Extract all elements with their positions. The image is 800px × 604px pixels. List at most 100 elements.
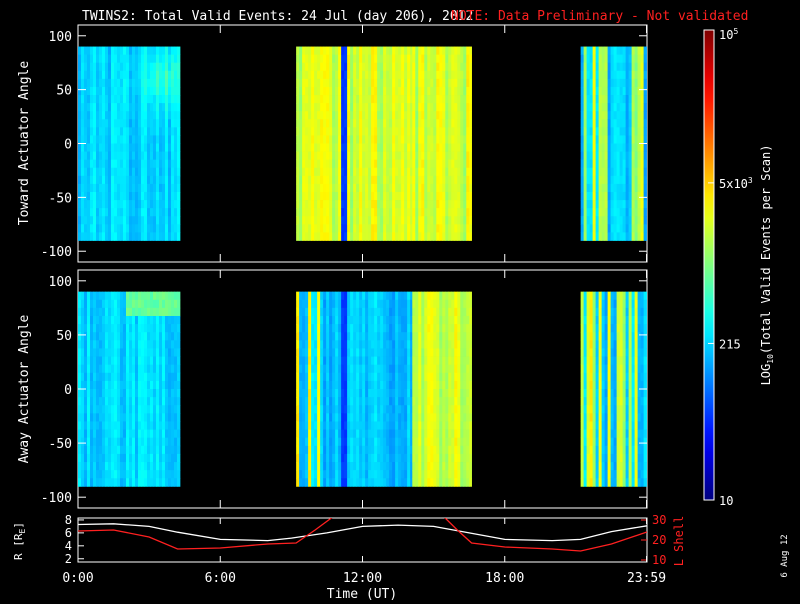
heatmap-cell bbox=[398, 87, 401, 95]
heatmap-cell bbox=[418, 95, 421, 103]
heatmap-cell bbox=[338, 478, 341, 487]
heatmap-cell bbox=[308, 438, 311, 447]
heatmap-cell bbox=[383, 208, 386, 216]
heatmap-cell bbox=[623, 200, 626, 208]
heatmap-cell bbox=[433, 176, 436, 184]
heatmap-cell bbox=[308, 430, 311, 439]
heatmap-cell bbox=[632, 168, 635, 176]
heatmap-cell bbox=[87, 308, 90, 317]
heatmap-cell bbox=[421, 438, 424, 447]
heatmap-cell bbox=[320, 421, 323, 430]
heatmap-cell bbox=[421, 308, 424, 317]
heatmap-cell bbox=[421, 95, 424, 103]
heatmap-cell bbox=[317, 111, 320, 119]
heatmap-cell bbox=[123, 232, 126, 240]
heatmap-cell bbox=[644, 63, 647, 71]
heatmap-cell bbox=[368, 135, 371, 143]
heatmap-cell bbox=[353, 470, 356, 479]
heatmap-cell bbox=[114, 55, 117, 63]
heatmap-cell bbox=[317, 224, 320, 232]
heatmap-cell bbox=[599, 144, 602, 152]
heatmap-cell bbox=[418, 421, 421, 430]
heatmap-cell bbox=[469, 135, 472, 143]
heatmap-cell bbox=[174, 357, 177, 366]
heatmap-cell bbox=[433, 168, 436, 176]
heatmap-cell bbox=[587, 200, 590, 208]
heatmap-cell bbox=[353, 168, 356, 176]
heatmap-cell bbox=[123, 365, 126, 374]
heatmap-cell bbox=[81, 389, 84, 398]
heatmap-cell bbox=[421, 79, 424, 87]
heatmap-cell bbox=[311, 389, 314, 398]
heatmap-cell bbox=[365, 324, 368, 333]
heatmap-cell bbox=[174, 348, 177, 357]
heatmap-cell bbox=[144, 348, 147, 357]
heatmap-cell bbox=[311, 397, 314, 406]
heatmap-cell bbox=[87, 292, 90, 301]
heatmap-cell bbox=[454, 478, 457, 487]
heatmap-cell bbox=[84, 160, 87, 168]
heatmap-cell bbox=[442, 184, 445, 192]
heatmap-cell bbox=[102, 111, 105, 119]
heatmap-cell bbox=[581, 192, 584, 200]
heatmap-cell bbox=[108, 357, 111, 366]
heatmap-cell bbox=[374, 216, 377, 224]
heatmap-cell bbox=[299, 300, 302, 309]
heatmap-cell bbox=[156, 79, 159, 87]
heatmap-cell bbox=[407, 324, 410, 333]
heatmap-cell bbox=[138, 232, 141, 240]
heatmap-cell bbox=[641, 176, 644, 184]
heatmap-cell bbox=[362, 152, 365, 160]
heatmap-cell bbox=[380, 324, 383, 333]
heatmap-cell bbox=[608, 119, 611, 127]
heatmap-cell bbox=[320, 111, 323, 119]
heatmap-cell bbox=[620, 176, 623, 184]
heatmap-cell bbox=[326, 55, 329, 63]
heatmap-cell bbox=[147, 152, 150, 160]
heatmap-cell bbox=[111, 470, 114, 479]
heatmap-cell bbox=[386, 438, 389, 447]
heatmap-cell bbox=[102, 144, 105, 152]
heatmap-cell bbox=[96, 87, 99, 95]
heatmap-cell bbox=[629, 95, 632, 103]
heatmap-cell bbox=[102, 192, 105, 200]
heatmap-cell bbox=[96, 478, 99, 487]
heatmap-cell bbox=[398, 308, 401, 317]
heatmap-cell bbox=[105, 470, 108, 479]
heatmap-cell bbox=[105, 160, 108, 168]
heatmap-cell bbox=[584, 168, 587, 176]
heatmap-cell bbox=[623, 103, 626, 111]
heatmap-cell bbox=[314, 348, 317, 357]
heatmap-cell bbox=[611, 184, 614, 192]
heatmap-cell bbox=[404, 55, 407, 63]
heatmap-cell bbox=[329, 446, 332, 455]
heatmap-cell bbox=[323, 405, 326, 414]
heatmap-cell bbox=[305, 438, 308, 447]
heatmap-cell bbox=[84, 103, 87, 111]
heatmap-cell bbox=[314, 324, 317, 333]
heatmap-cell bbox=[126, 300, 129, 309]
heatmap-cell bbox=[174, 103, 177, 111]
heatmap-cell bbox=[153, 430, 156, 439]
heatmap-cell bbox=[407, 200, 410, 208]
heatmap-cell bbox=[617, 176, 620, 184]
heatmap-cell bbox=[332, 87, 335, 95]
heatmap-cell bbox=[132, 160, 135, 168]
heatmap-cell bbox=[620, 111, 623, 119]
heatmap-cell bbox=[156, 478, 159, 487]
heatmap-cell bbox=[84, 192, 87, 200]
heatmap-cell bbox=[404, 348, 407, 357]
heatmap-cell bbox=[111, 127, 114, 135]
heatmap-cell bbox=[445, 300, 448, 309]
heatmap-cell bbox=[168, 103, 171, 111]
heatmap-cell bbox=[620, 127, 623, 135]
heatmap-cell bbox=[296, 470, 299, 479]
heatmap-cell bbox=[377, 454, 380, 463]
heatmap-cell bbox=[404, 103, 407, 111]
heatmap-cell bbox=[421, 87, 424, 95]
heatmap-cell bbox=[581, 224, 584, 232]
heatmap-cell bbox=[323, 119, 326, 127]
heatmap-cell bbox=[581, 63, 584, 71]
heatmap-cell bbox=[78, 454, 81, 463]
heatmap-cell bbox=[135, 87, 138, 95]
